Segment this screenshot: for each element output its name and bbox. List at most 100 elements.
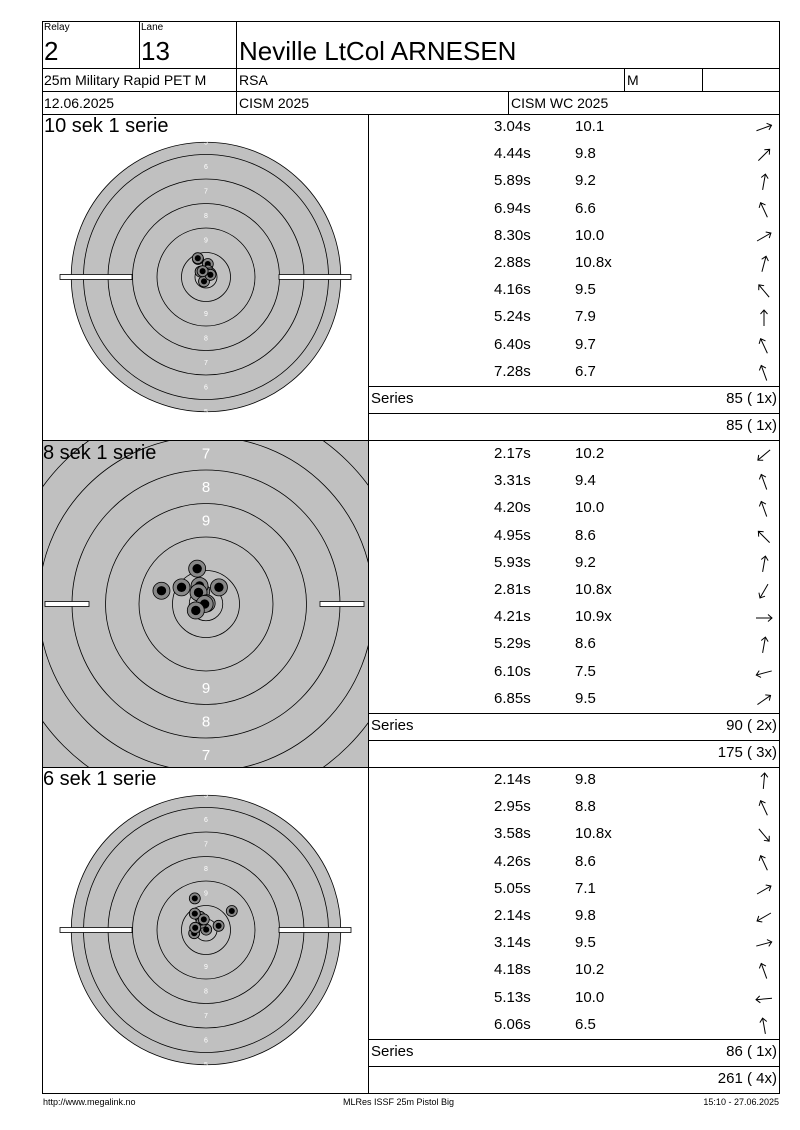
target-ring: [105, 503, 307, 705]
shot-score: 10.0: [575, 226, 605, 244]
shot-score: 9.7: [575, 335, 596, 353]
shot-time: 6.40s: [494, 335, 531, 353]
direction-arrow-icon: [760, 772, 769, 790]
ring-number: 8: [202, 714, 210, 731]
lane-label: Lane: [141, 22, 164, 33]
footer-url: http://www.megalink.no: [43, 1097, 136, 1107]
shot-row: 2.14s 9.8: [370, 903, 780, 930]
shot-row: 4.26s 8.6: [370, 849, 780, 876]
direction-arrow-icon: [756, 912, 772, 923]
series-divider: [368, 1039, 780, 1040]
ring-number: 9: [204, 891, 208, 898]
shot-score: 9.2: [575, 553, 596, 571]
section-divider-2: [42, 767, 780, 768]
shot-score: 8.6: [575, 526, 596, 544]
shot-hole: [196, 265, 209, 278]
ring-number: 8: [202, 479, 210, 496]
direction-arrow-icon: [757, 530, 771, 543]
shot-hole: [188, 559, 207, 578]
frame-bottom: [42, 1093, 780, 1094]
series-label: Series: [371, 1043, 414, 1060]
relay-label: Relay: [44, 22, 70, 33]
target-side-bar: [278, 927, 352, 933]
target-ring: [156, 227, 256, 327]
shot-hole: [210, 578, 228, 597]
shot-score: 9.8: [575, 771, 596, 788]
target-image: 5 6 7 8 9 9 8 7 6 5: [59, 140, 352, 416]
shot-row: 5.93s 9.2: [370, 550, 780, 577]
shot-row: 5.13s 10.0: [370, 985, 780, 1012]
ring-number: 9: [202, 513, 210, 530]
shot-row: 5.24s 7.9: [370, 304, 780, 331]
header-divider-1: [42, 68, 780, 69]
shot-time: 5.29s: [494, 635, 531, 653]
direction-arrow-icon: [758, 501, 768, 518]
shot-score: 10.9x: [575, 608, 612, 626]
shot-time: 2.17s: [494, 445, 531, 462]
target-image: 7 8 9 9 8 7: [43, 441, 368, 767]
shot-row: 2.88s 10.8x: [370, 250, 780, 277]
header-divider-3: [42, 114, 780, 115]
shot-time: 3.14s: [494, 934, 531, 952]
ring-number: 6: [204, 164, 208, 171]
shot-row: 3.31s 9.4: [370, 468, 780, 495]
shot-hole: [186, 601, 205, 620]
shot-score: 7.9: [575, 308, 596, 326]
cumulative-total-row: 261 ( 4x): [370, 1066, 780, 1093]
shot-row: 6.06s 6.5: [370, 1012, 780, 1039]
event: CISM 2025: [239, 95, 310, 111]
shot-time: 3.31s: [494, 472, 531, 490]
shot-time: 4.26s: [494, 852, 531, 870]
cumulative-total: 175 ( 3x): [717, 744, 777, 761]
nation: RSA: [239, 72, 268, 88]
ring-number: 5: [204, 793, 208, 800]
series-divider: [368, 713, 780, 714]
shot-row: 2.81s 10.8x: [370, 577, 780, 604]
date: 12.06.2025: [44, 95, 115, 111]
ring-number: 7: [204, 1013, 208, 1020]
ring-number: 9: [204, 964, 208, 971]
shot-time: 4.16s: [494, 281, 531, 299]
shot-hole: [197, 913, 210, 926]
shot-time: 5.93s: [494, 553, 531, 571]
frame-right: [779, 21, 780, 1094]
ring-number: 7: [204, 360, 208, 367]
gender-divider-left: [624, 68, 625, 91]
shot-row: 2.17s 10.2: [370, 441, 780, 468]
shot-hole: [152, 581, 171, 600]
direction-arrow-icon: [761, 255, 769, 272]
relay-number: 2: [44, 36, 59, 66]
direction-arrow-icon: [756, 884, 772, 895]
target-ring: [181, 252, 231, 302]
series-divider: [368, 386, 780, 387]
target-side-bar: [59, 274, 133, 280]
ring-number: 8: [204, 213, 208, 220]
direction-arrow-icon: [755, 669, 772, 678]
series-total: 85 ( 1x): [726, 390, 777, 407]
direction-arrow-icon: [756, 122, 773, 132]
shot-score: 10.8x: [575, 825, 612, 843]
series-total-row: Series 85 ( 1x): [370, 386, 780, 413]
shot-time: 5.24s: [494, 308, 531, 326]
shot-row: 8.30s 10.0: [370, 223, 780, 250]
target-ring: [156, 880, 256, 980]
direction-arrow-icon: [758, 854, 768, 871]
direction-arrow-icon: [757, 148, 771, 162]
series-total-row: Series 86 ( 1x): [370, 1039, 780, 1066]
shot-score: 10.0: [575, 988, 605, 1006]
series-title: 10 sek 1 serie: [44, 115, 169, 137]
direction-arrow-icon: [758, 828, 770, 843]
series-total-row: Series 90 ( 2x): [370, 713, 780, 740]
ring-number: 7: [202, 747, 210, 764]
shot-score: 10.8x: [575, 254, 612, 271]
shot-row: 4.20s 10.0: [370, 495, 780, 522]
shot-time: 8.30s: [494, 226, 531, 244]
section-divider-1: [42, 440, 780, 441]
direction-arrow-icon: [756, 231, 772, 242]
direction-arrow-icon: [758, 364, 768, 381]
header-divider-2: [42, 91, 780, 92]
shot-hole: [212, 919, 225, 932]
shot-row: 3.58s 10.8x: [370, 821, 780, 848]
direction-arrow-icon: [759, 1017, 768, 1034]
shot-score: 8.6: [575, 852, 596, 870]
